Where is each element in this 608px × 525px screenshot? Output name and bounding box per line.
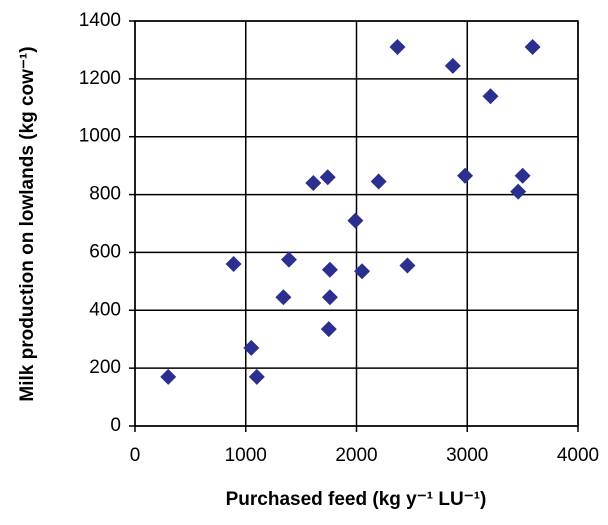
data-point [457, 167, 474, 184]
y-tick-label: 400 [89, 299, 121, 320]
y-tick-label: 1200 [79, 68, 121, 89]
data-point [389, 39, 406, 56]
data-point [280, 251, 297, 268]
y-tick-label: 200 [89, 357, 121, 378]
data-point [510, 183, 527, 200]
data-point [160, 368, 177, 385]
x-tick-label: 0 [130, 445, 141, 466]
data-point [275, 289, 292, 306]
data-point [319, 169, 336, 186]
data-point [399, 257, 416, 274]
data-point [524, 39, 541, 56]
y-tick-label: 1400 [79, 10, 121, 31]
data-point [320, 321, 337, 338]
x-axis-label: Purchased feed (kg y⁻¹ LU⁻¹) [226, 489, 487, 510]
x-tick-label: 4000 [557, 445, 599, 466]
data-point [321, 289, 338, 306]
data-point [305, 175, 322, 191]
y-tick-label: 800 [89, 184, 121, 205]
x-tick-label: 3000 [446, 445, 488, 466]
data-point [370, 173, 387, 190]
y-tick-label: 600 [89, 241, 121, 262]
data-point [243, 339, 260, 356]
data-point [347, 212, 364, 229]
data-point [225, 256, 242, 272]
y-axis-label: Milk production on lowlands (kg cow⁻¹) [17, 46, 38, 401]
data-point [321, 261, 338, 278]
data-point [354, 263, 371, 280]
data-point [248, 368, 265, 385]
data-point [514, 167, 531, 184]
y-tick-label: 1000 [79, 126, 121, 147]
data-point [482, 88, 499, 105]
x-tick-label: 2000 [335, 445, 377, 466]
data-point [444, 57, 461, 74]
x-tick-label: 1000 [225, 445, 267, 466]
y-tick-label: 0 [110, 415, 121, 436]
